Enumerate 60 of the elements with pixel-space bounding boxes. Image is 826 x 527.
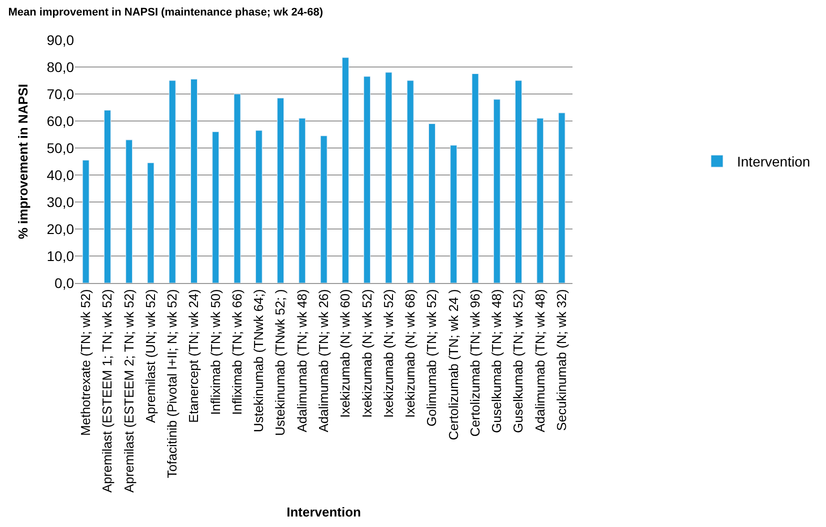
bar xyxy=(320,136,328,283)
x-tick-label: Ixekizumab (N; wk 68) xyxy=(402,289,418,418)
x-tick-label: Infliximab (TN; wk 50) xyxy=(208,289,223,415)
x-tick-label: Apremilast (UN; wk 52) xyxy=(142,289,158,423)
bar xyxy=(515,80,522,283)
y-tick-label: 20,0 xyxy=(46,220,74,237)
x-tick-label: Adalimumab (TN; wk 48) xyxy=(294,289,310,432)
y-tick-label: 60,0 xyxy=(46,112,74,129)
bar xyxy=(168,80,176,283)
y-axis-title: % improvement in NAPSI xyxy=(16,84,31,240)
x-tick-label: Infliximab (TN; wk 66) xyxy=(229,289,244,415)
x-tick-label: Guselkumab (TN; wk 48) xyxy=(489,289,504,433)
y-tick-label: 10,0 xyxy=(46,248,74,264)
bar xyxy=(450,145,458,283)
bar xyxy=(385,72,392,283)
bar xyxy=(298,118,306,283)
x-tick-label: Tofacitinib (Pivotal I+II; N; wk 52) xyxy=(164,289,180,478)
bar xyxy=(342,57,349,283)
y-tick-label: 30,0 xyxy=(46,194,74,210)
bar xyxy=(277,98,284,283)
bar xyxy=(234,94,241,283)
x-tick-label: Certolizumab (TN; wk 96) xyxy=(467,289,482,437)
bar xyxy=(364,76,371,283)
bar xyxy=(472,74,479,283)
bar xyxy=(428,123,436,283)
bar xyxy=(493,99,500,283)
y-tick-label: 80,0 xyxy=(46,58,74,75)
x-tick-label: Etanercept (TN; wk 24) xyxy=(186,289,202,423)
x-tick-label: Golimumab (TN; wk 52) xyxy=(424,289,440,426)
bar xyxy=(406,80,414,283)
x-tick-label: Ustekinumab (TNwk 64;) xyxy=(251,289,266,432)
bar xyxy=(82,160,90,283)
x-tick-label: Apremilast (ESTEEM 2; TN; wk 52) xyxy=(121,289,136,493)
bar xyxy=(212,132,220,283)
legend-label: Intervention xyxy=(737,154,810,170)
x-tick-label: Ustekinumab (TNwk 52; ) xyxy=(272,289,288,436)
bar xyxy=(104,110,111,283)
y-tick-label: 40,0 xyxy=(46,166,74,183)
y-tick-label: 0,0 xyxy=(54,274,74,291)
x-tick-label: Adalimumab (TN; wk 26) xyxy=(316,289,332,432)
x-tick-label: Methotrexate (TN; wk 52) xyxy=(78,289,94,436)
bar xyxy=(190,78,198,283)
x-tick-label: Ixekizumab (N; wk 60) xyxy=(338,289,353,418)
y-tick-label: 50,0 xyxy=(46,140,74,156)
y-tick-label: 90,0 xyxy=(46,32,74,48)
x-axis-title: Intervention xyxy=(286,504,362,520)
bar xyxy=(255,130,262,283)
x-tick-label: Secukinumab (N; wk 32) xyxy=(554,289,570,431)
x-tick-label: Apremilast (ESTEEM 1; TN; wk 52) xyxy=(100,289,115,493)
x-tick-label: Certolizumab (TN; wk 24 ) xyxy=(446,289,461,440)
x-tick-label: Ixekizumab (N; wk 52) xyxy=(359,289,374,418)
bar xyxy=(558,112,566,283)
x-tick-label: Adalimumab (TN; wk 48) xyxy=(532,289,548,432)
bar xyxy=(126,140,133,283)
x-tick-label: Guselkumab (TN; wk 52) xyxy=(510,289,526,433)
bar xyxy=(536,118,544,283)
x-tick-label: Ixekizumab (N; wk 52) xyxy=(380,289,396,418)
bar xyxy=(147,162,154,283)
y-tick-label: 70,0 xyxy=(46,86,74,102)
chart-title: Mean improvement in NAPSI (maintenance phase; wk 24-68) xyxy=(8,6,324,19)
